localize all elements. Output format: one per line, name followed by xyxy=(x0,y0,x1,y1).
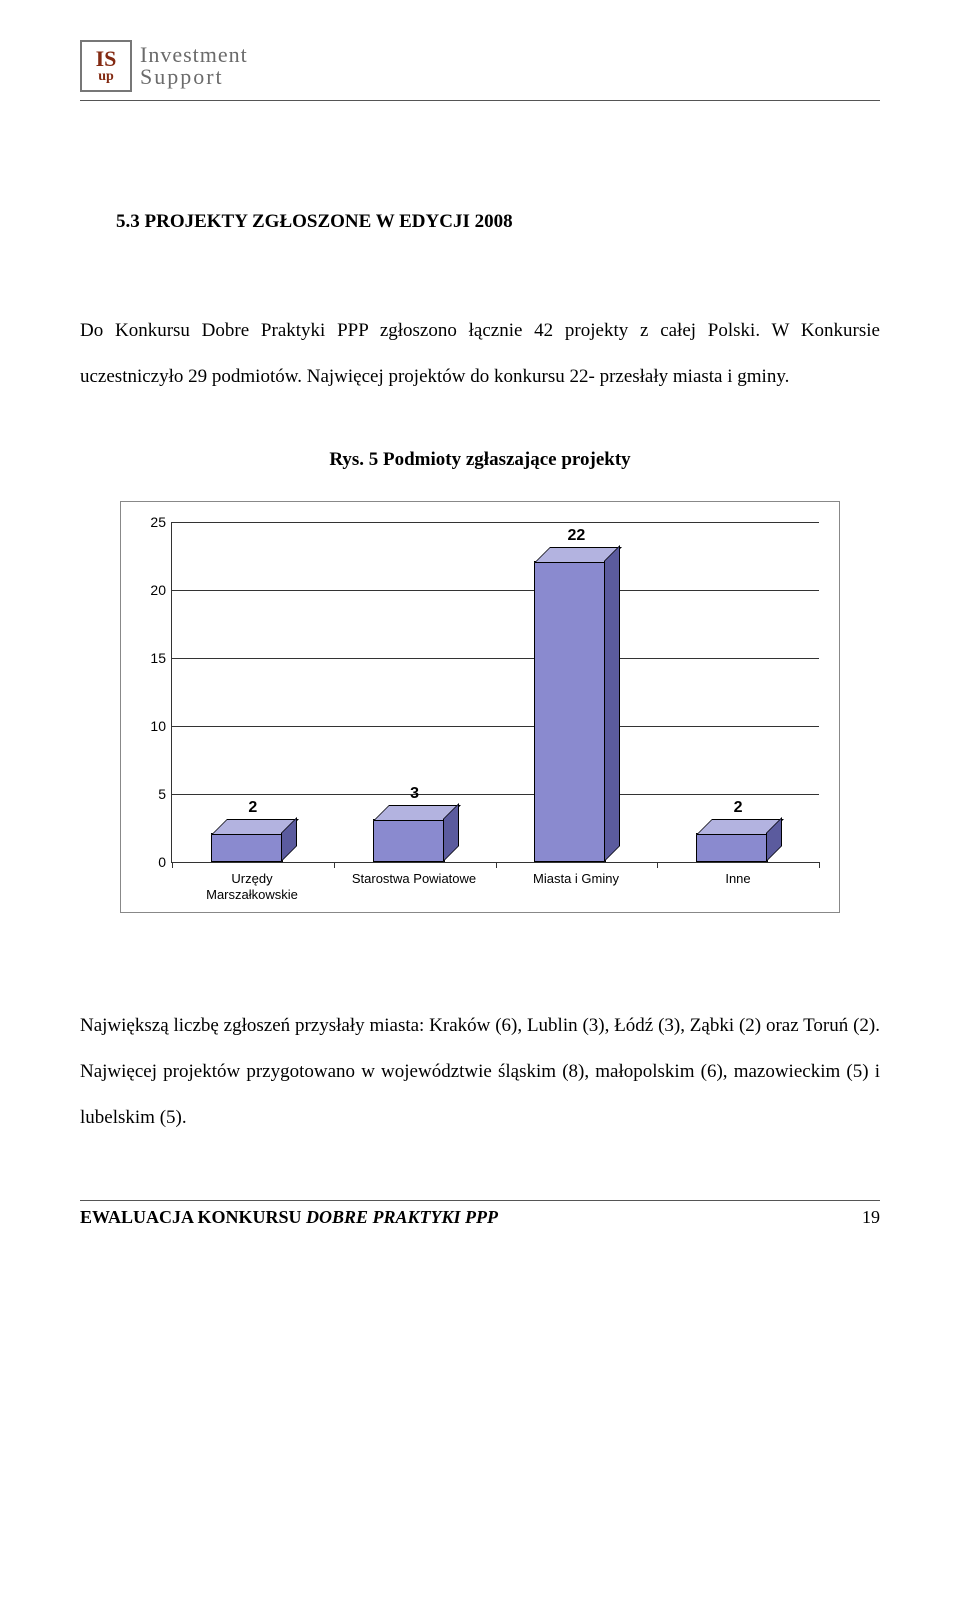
chart-x-label: Starostwa Powiatowe xyxy=(333,871,495,902)
logo-wordmark: Investment Support xyxy=(140,44,248,88)
footer: EWALUACJA KONKURSU DOBRE PRAKTYKI PPP 19 xyxy=(80,1207,880,1228)
chart-y-tick-label: 25 xyxy=(150,514,166,530)
header-rule xyxy=(80,100,880,101)
chart-x-tick xyxy=(657,862,658,868)
chart-bar: 2 xyxy=(211,821,295,862)
logo-line2: Support xyxy=(140,66,248,88)
chart-plot-area: 051015202523222 xyxy=(171,522,819,863)
chart-bar-value: 3 xyxy=(410,785,419,803)
chart-bar-value: 2 xyxy=(248,799,257,817)
chart-x-labels: UrzędyMarszałkowskieStarostwa PowiatoweM… xyxy=(171,871,819,902)
chart-bar: 2 xyxy=(696,821,780,862)
logo-line1: Investment xyxy=(140,44,248,66)
figure-caption: Rys. 5 Podmioty zgłaszające projekty xyxy=(80,449,880,471)
chart-x-tick xyxy=(334,862,335,868)
chart-bars: 23222 xyxy=(172,522,819,862)
logo-mark: IS up xyxy=(80,40,132,92)
footer-title-bold: EWALUACJA KONKURSU xyxy=(80,1207,306,1227)
logo-header: IS up Investment Support xyxy=(80,40,880,96)
chart-bar-front xyxy=(211,833,283,862)
chart-x-label: UrzędyMarszałkowskie xyxy=(171,871,333,902)
chart-y-tick-label: 0 xyxy=(158,854,166,870)
chart-container: 051015202523222 UrzędyMarszałkowskieStar… xyxy=(120,501,840,913)
chart-bar: 22 xyxy=(534,549,618,862)
chart-bar-slot: 3 xyxy=(334,522,496,862)
chart-y-tick-label: 10 xyxy=(150,718,166,734)
logo-is-text: IS xyxy=(96,48,117,70)
chart-x-tick xyxy=(496,862,497,868)
section-heading: 5.3 PROJEKTY ZGŁOSZONE W EDYCJI 2008 xyxy=(80,211,880,233)
chart-x-tick xyxy=(172,862,173,868)
chart-bar-value: 2 xyxy=(734,799,743,817)
chart-x-label: Miasta i Gminy xyxy=(495,871,657,902)
paragraph-2: Największą liczbę zgłoszeń przysłały mia… xyxy=(80,1003,880,1140)
chart-bar-front xyxy=(696,833,768,862)
footer-page-number: 19 xyxy=(862,1207,880,1228)
footer-title-italic: DOBRE PRAKTYKI PPP xyxy=(306,1207,498,1227)
chart-bar-slot: 2 xyxy=(657,522,819,862)
chart-bar: 3 xyxy=(373,807,457,862)
chart-bar-front xyxy=(373,819,445,862)
chart-y-tick-label: 5 xyxy=(158,786,166,802)
chart-x-tick xyxy=(819,862,820,868)
document-page: IS up Investment Support 5.3 PROJEKTY ZG… xyxy=(0,0,960,1258)
chart-y-tick-label: 20 xyxy=(150,582,166,598)
chart-bar-slot: 2 xyxy=(172,522,334,862)
chart-y-tick-label: 15 xyxy=(150,650,166,666)
chart-bar-value: 22 xyxy=(567,527,585,545)
footer-rule xyxy=(80,1200,880,1201)
chart-bar-slot: 22 xyxy=(496,522,658,862)
logo-up-text: up xyxy=(98,70,114,84)
chart-bar-front xyxy=(534,561,606,862)
chart-bar-side xyxy=(604,545,620,862)
footer-title: EWALUACJA KONKURSU DOBRE PRAKTYKI PPP xyxy=(80,1207,498,1228)
chart-x-label: Inne xyxy=(657,871,819,902)
paragraph-1: Do Konkursu Dobre Praktyki PPP zgłoszono… xyxy=(80,308,880,399)
